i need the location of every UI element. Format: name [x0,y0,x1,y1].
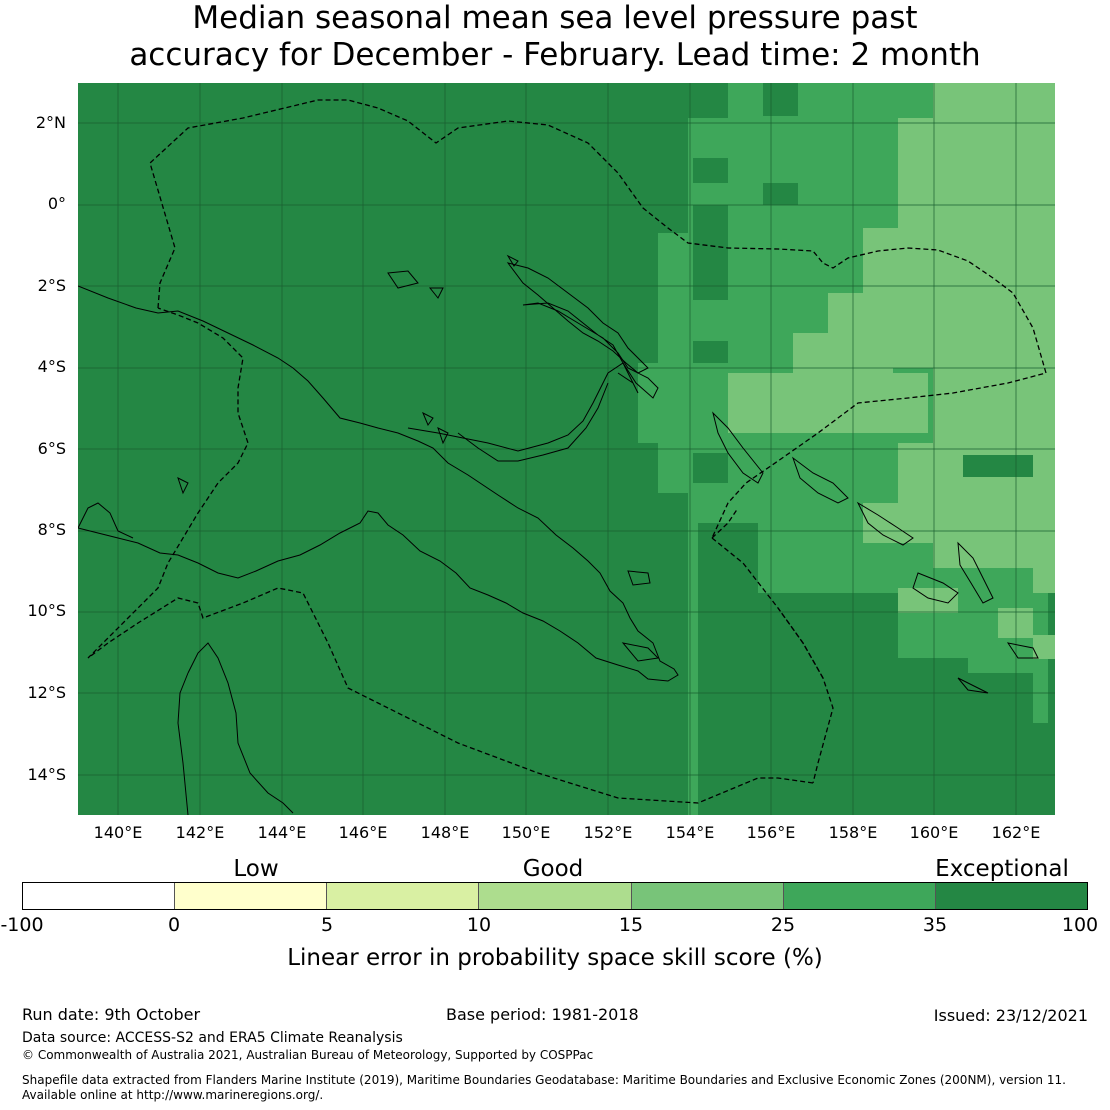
lon-label-146e: 146°E [338,823,388,842]
shapefile-credit-line-2: Available online at http://www.marinereg… [22,1088,324,1102]
legend-colorbar [22,882,1088,910]
colorbar-tick-100: 100 [1061,914,1099,936]
data-source: Data source: ACCESS-S2 and ERA5 Climate … [22,1030,403,1046]
lon-label-140e: 140°E [93,823,143,842]
colorbar-segment-35-100 [935,883,1087,909]
lon-label-150e: 150°E [501,823,551,842]
colorbar-tick-15: 15 [618,914,644,936]
lon-label-142e: 142°E [175,823,225,842]
shapefile-credit-line-1: Shapefile data extracted from Flanders M… [22,1073,1066,1087]
eez-boundaries [87,99,1047,804]
skill-cells-exceptional [688,83,1055,815]
legend-category-low: Low [233,856,279,882]
colorbar-tick-0: 0 [167,914,181,936]
map-graphic [78,83,1055,815]
copyright-notice: © Commonwealth of Australia 2021, Austra… [22,1048,594,1062]
title-line-1: Median seasonal mean sea level pressure … [192,0,918,36]
skill-cells-15-25 [728,83,1055,659]
lat-label-6s: 6°S [37,439,66,458]
lon-label-152e: 152°E [583,823,633,842]
lon-label-148e: 148°E [420,823,470,842]
title-line-2: accuracy for December - February. Lead t… [129,37,981,73]
lat-label-8s: 8°S [37,520,66,539]
skill-map [78,83,1055,815]
legend-category-good: Good [522,856,584,882]
colorbar-tick-5: 5 [320,914,334,936]
colorbar-segment-25-35 [783,883,936,909]
colorbar-segment-15-25 [631,883,784,909]
colorbar-tick-neg100: -100 [0,914,44,936]
lat-label-2n: 2°N [35,113,66,132]
lon-label-144e: 144°E [257,823,307,842]
lat-label-12s: 12°S [27,683,66,702]
base-period: Base period: 1981-2018 [446,1005,639,1024]
legend-category-exceptional: Exceptional [935,856,1069,882]
lat-label-14s: 14°S [27,765,66,784]
lat-label-0: 0° [47,194,66,213]
lon-label-154e: 154°E [665,823,715,842]
skill-cells-exceptional-right [963,455,1033,477]
colorbar-label: Linear error in probability space skill … [287,945,823,971]
gridlines [78,83,1055,815]
colorbar-segment-10-15 [479,883,632,909]
colorbar-tick-25: 25 [770,914,796,936]
lon-label-156e: 156°E [746,823,796,842]
colorbar-tick-10: 10 [466,914,492,936]
colorbar-tick-35: 35 [922,914,948,936]
map-title: Median seasonal mean sea level pressure … [0,0,1110,74]
run-date: Run date: 9th October [22,1005,201,1024]
issued-date: Issued: 23/12/2021 [933,1006,1088,1025]
colorbar-segment-neg100-0 [23,883,176,909]
lon-label-160e: 160°E [909,823,959,842]
lat-label-10s: 10°S [27,601,66,620]
lat-label-2s: 2°S [37,276,66,295]
colorbar-segment-5-10 [327,883,480,909]
lon-label-158e: 158°E [828,823,878,842]
lat-label-4s: 4°S [37,357,66,376]
coastlines [78,254,1039,815]
lon-label-162e: 162°E [991,823,1041,842]
colorbar-segment-0-5 [175,883,328,909]
